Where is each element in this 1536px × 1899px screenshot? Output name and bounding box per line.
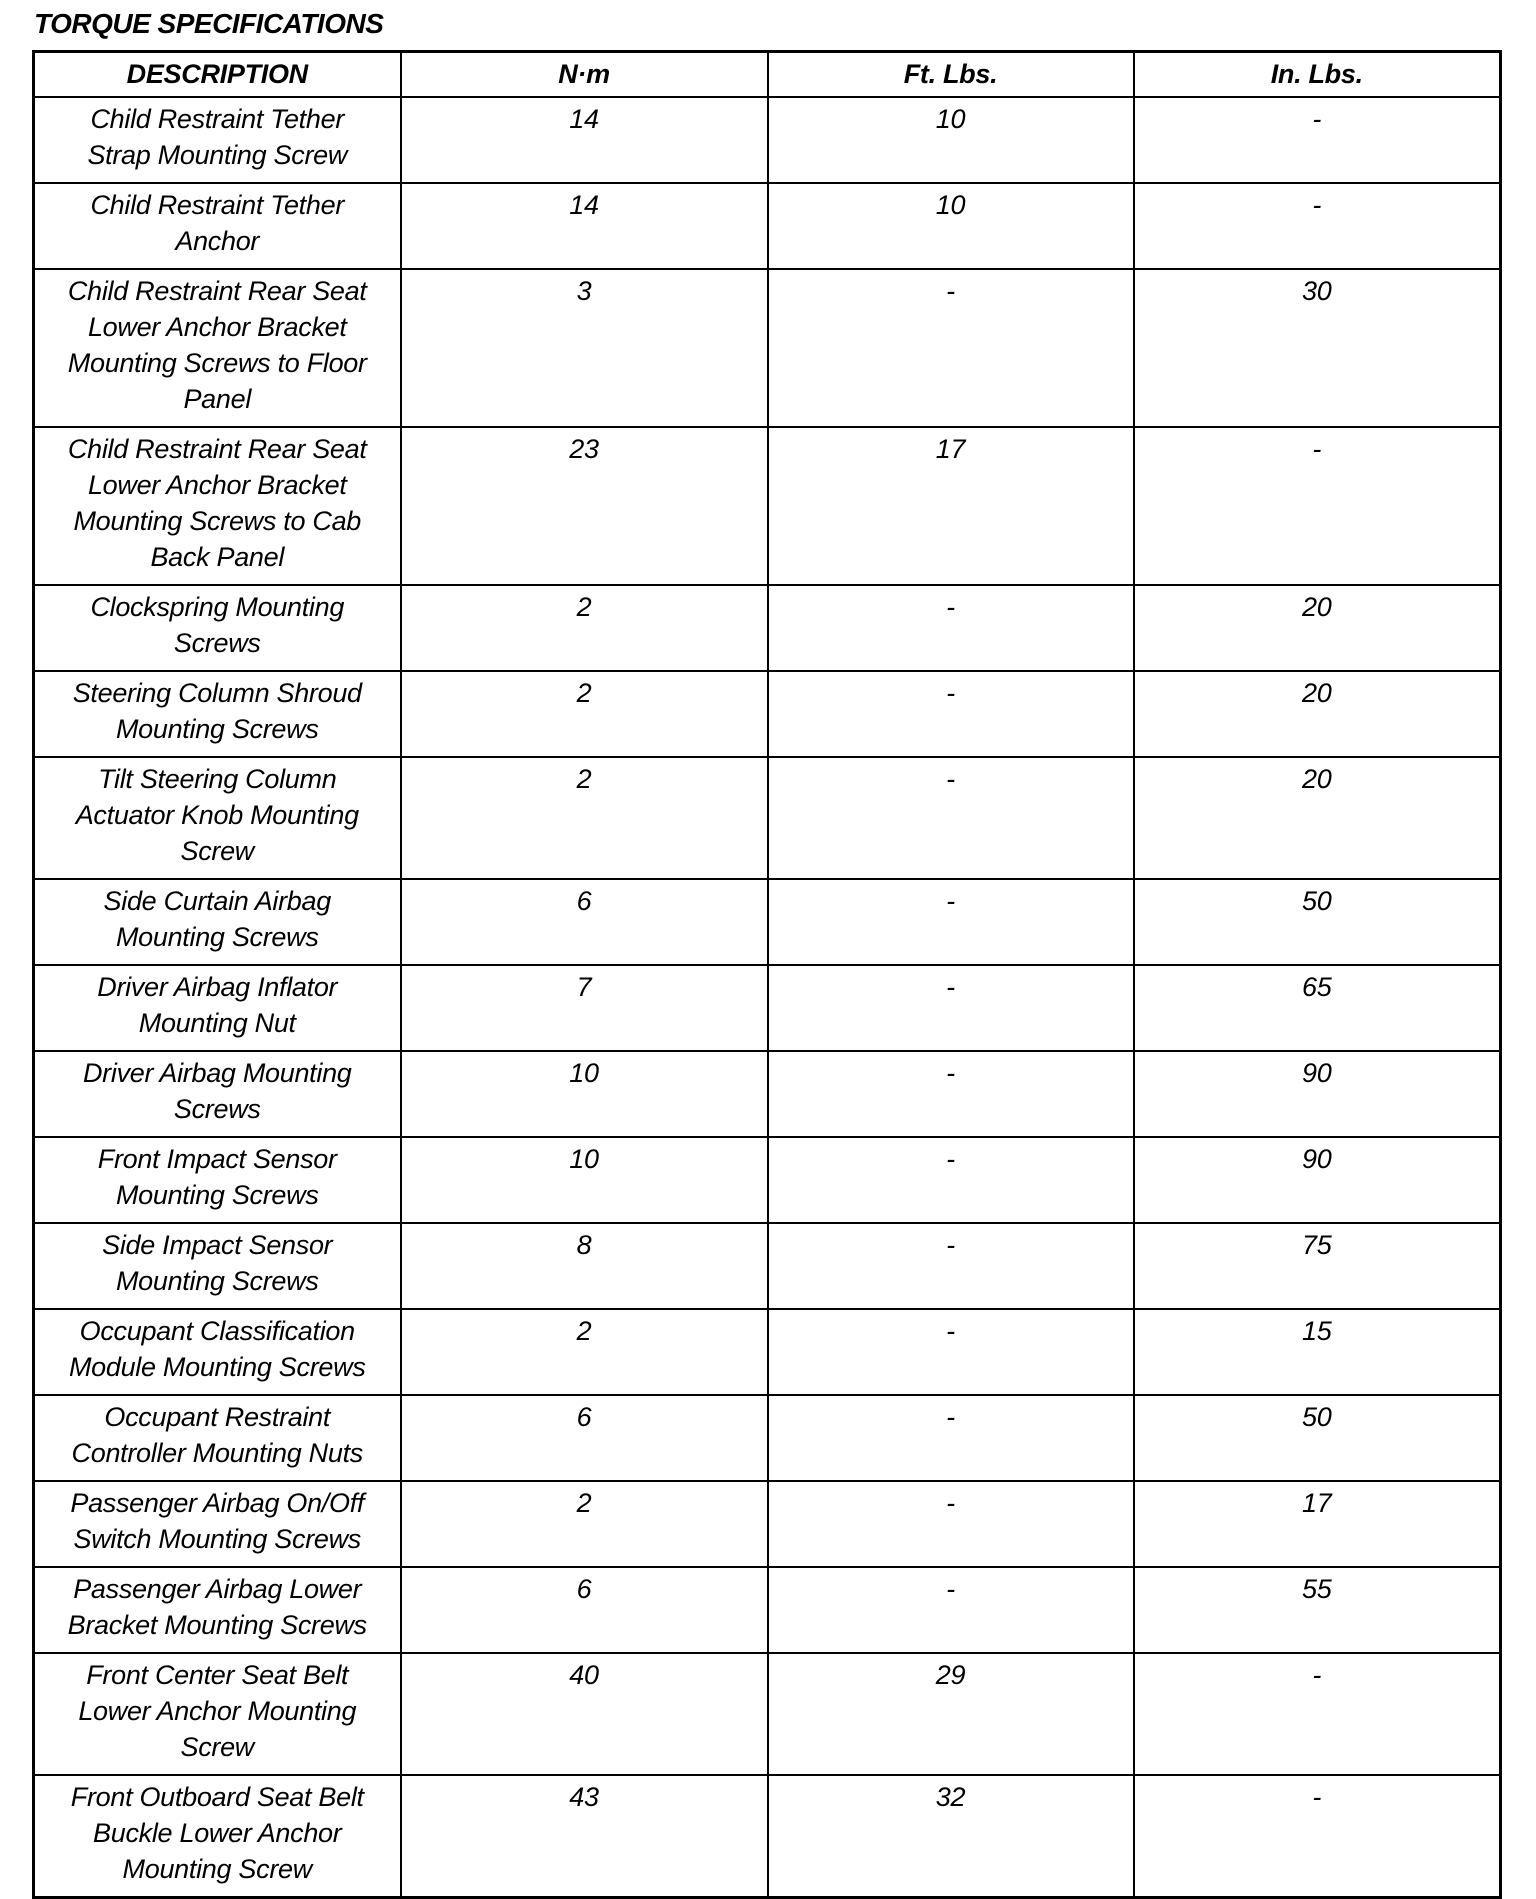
description-cell: Front Outboard Seat Belt Buckle Lower An… [32, 1774, 402, 1899]
in-lbs-cell: 20 [1132, 584, 1502, 672]
description-cell: Tilt Steering Column Actuator Knob Mount… [32, 756, 402, 880]
in-lbs-cell: 50 [1132, 1394, 1502, 1482]
nm-cell: 7 [399, 964, 769, 1052]
page-title: TORQUE SPECIFICATIONS [34, 8, 384, 39]
table-row: Side Curtain Airbag Mounting Screws 6-50 [32, 878, 1502, 966]
in-lbs-cell: - [1132, 1652, 1502, 1776]
ft-lbs-cell: - [766, 756, 1135, 880]
description-cell: Child Restraint Tether Anchor [32, 182, 402, 270]
ft-lbs-cell: 10 [766, 96, 1135, 184]
nm-cell: 2 [399, 1308, 769, 1396]
ft-lbs-cell: 32 [766, 1774, 1135, 1899]
torque-specifications-table: DESCRIPTION N·m Ft. Lbs. In. Lbs. Child … [32, 50, 1502, 1899]
ft-lbs-cell: - [766, 670, 1135, 758]
nm-cell: 43 [399, 1774, 769, 1899]
nm-cell: 10 [399, 1136, 769, 1224]
column-header-in-lbs: In. Lbs. [1132, 50, 1502, 98]
nm-cell: 6 [399, 1566, 769, 1654]
nm-cell: 2 [399, 584, 769, 672]
ft-lbs-cell: - [766, 1222, 1135, 1310]
table-row: Front Center Seat Belt Lower Anchor Moun… [32, 1652, 1502, 1776]
ft-lbs-cell: - [766, 964, 1135, 1052]
nm-cell: 6 [399, 1394, 769, 1482]
nm-cell: 2 [399, 670, 769, 758]
in-lbs-cell: 17 [1132, 1480, 1502, 1568]
description-cell: Driver Airbag Inflator Mounting Nut [32, 964, 402, 1052]
nm-cell: 10 [399, 1050, 769, 1138]
in-lbs-cell: 50 [1132, 878, 1502, 966]
table-row: Occupant Restraint Controller Mounting N… [32, 1394, 1502, 1482]
column-header-description: DESCRIPTION [32, 50, 402, 98]
table-row: Passenger Airbag On/Off Switch Mounting … [32, 1480, 1502, 1568]
table-row: Child Restraint Tether Anchor 14 10- [32, 182, 1502, 270]
ft-lbs-cell: - [766, 1566, 1135, 1654]
table-row: Child Restraint Rear Seat Lower Anchor B… [32, 426, 1502, 586]
description-cell: Passenger Airbag On/Off Switch Mounting … [32, 1480, 402, 1568]
ft-lbs-cell: 10 [766, 182, 1135, 270]
table-row: Passenger Airbag Lower Bracket Mounting … [32, 1566, 1502, 1654]
in-lbs-cell: 75 [1132, 1222, 1502, 1310]
ft-lbs-cell: - [766, 1050, 1135, 1138]
in-lbs-cell: 65 [1132, 964, 1502, 1052]
description-cell: Child Restraint Rear Seat Lower Anchor B… [32, 426, 402, 586]
table-row: Steering Column Shroud Mounting Screws 2-… [32, 670, 1502, 758]
table-row: Side Impact Sensor Mounting Screws 8-75 [32, 1222, 1502, 1310]
in-lbs-cell: - [1132, 182, 1502, 270]
description-cell: Child Restraint Tether Strap Mounting Sc… [32, 96, 402, 184]
nm-cell: 23 [399, 426, 769, 586]
in-lbs-cell: 90 [1132, 1136, 1502, 1224]
table-row: Front Impact Sensor Mounting Screws 10-90 [32, 1136, 1502, 1224]
description-cell: Side Impact Sensor Mounting Screws [32, 1222, 402, 1310]
in-lbs-cell: - [1132, 1774, 1502, 1899]
in-lbs-cell: 20 [1132, 756, 1502, 880]
in-lbs-cell: 20 [1132, 670, 1502, 758]
description-cell: Steering Column Shroud Mounting Screws [32, 670, 402, 758]
in-lbs-cell: - [1132, 96, 1502, 184]
table-row: Child Restraint Rear Seat Lower Anchor B… [32, 268, 1502, 428]
in-lbs-cell: 55 [1132, 1566, 1502, 1654]
description-cell: Occupant Restraint Controller Mounting N… [32, 1394, 402, 1482]
description-cell: Side Curtain Airbag Mounting Screws [32, 878, 402, 966]
table-row: Driver Airbag Inflator Mounting Nut 7-65 [32, 964, 1502, 1052]
nm-cell: 6 [399, 878, 769, 966]
table-row: Clockspring Mounting Screws 2-20 [32, 584, 1502, 672]
in-lbs-cell: 30 [1132, 268, 1502, 428]
nm-cell: 8 [399, 1222, 769, 1310]
nm-cell: 14 [399, 182, 769, 270]
description-cell: Child Restraint Rear Seat Lower Anchor B… [32, 268, 402, 428]
description-cell: Driver Airbag Mounting Screws [32, 1050, 402, 1138]
ft-lbs-cell: 29 [766, 1652, 1135, 1776]
nm-cell: 2 [399, 1480, 769, 1568]
description-cell: Front Center Seat Belt Lower Anchor Moun… [32, 1652, 402, 1776]
ft-lbs-cell: - [766, 1308, 1135, 1396]
ft-lbs-cell: - [766, 1480, 1135, 1568]
description-cell: Clockspring Mounting Screws [32, 584, 402, 672]
column-header-nm: N·m [399, 50, 769, 98]
description-cell: Front Impact Sensor Mounting Screws [32, 1136, 402, 1224]
ft-lbs-cell: - [766, 268, 1135, 428]
ft-lbs-cell: 17 [766, 426, 1135, 586]
ft-lbs-cell: - [766, 1394, 1135, 1482]
column-header-ft-lbs: Ft. Lbs. [766, 50, 1135, 98]
table-row: Front Outboard Seat Belt Buckle Lower An… [32, 1774, 1502, 1899]
table-header-row: DESCRIPTION N·m Ft. Lbs. In. Lbs. [32, 50, 1502, 98]
table-row: Driver Airbag Mounting Screws 10-90 [32, 1050, 1502, 1138]
description-cell: Occupant Classification Module Mounting … [32, 1308, 402, 1396]
description-cell: Passenger Airbag Lower Bracket Mounting … [32, 1566, 402, 1654]
table-row: Child Restraint Tether Strap Mounting Sc… [32, 96, 1502, 184]
ft-lbs-cell: - [766, 1136, 1135, 1224]
in-lbs-cell: - [1132, 426, 1502, 586]
in-lbs-cell: 90 [1132, 1050, 1502, 1138]
nm-cell: 2 [399, 756, 769, 880]
in-lbs-cell: 15 [1132, 1308, 1502, 1396]
table-row: Tilt Steering Column Actuator Knob Mount… [32, 756, 1502, 880]
nm-cell: 40 [399, 1652, 769, 1776]
nm-cell: 3 [399, 268, 769, 428]
ft-lbs-cell: - [766, 584, 1135, 672]
ft-lbs-cell: - [766, 878, 1135, 966]
nm-cell: 14 [399, 96, 769, 184]
table-row: Occupant Classification Module Mounting … [32, 1308, 1502, 1396]
